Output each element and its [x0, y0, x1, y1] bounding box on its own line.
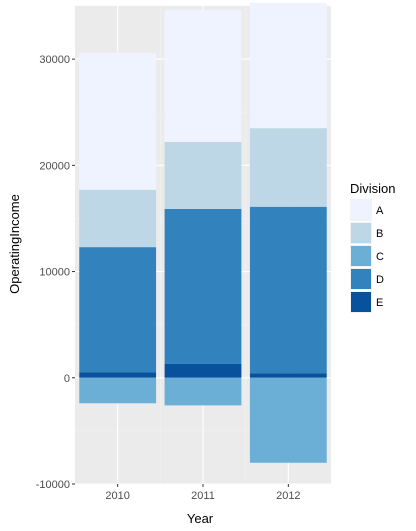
x-axis: 2010 2011 2012	[105, 484, 301, 502]
bar-segment	[79, 377, 157, 404]
y-tick-label: 20000	[39, 160, 70, 172]
legend-key	[351, 200, 371, 220]
y-tick-label: -10000	[36, 479, 70, 491]
legend-label: B	[376, 228, 383, 240]
bar-segment	[164, 208, 242, 364]
bar-segment	[249, 373, 327, 378]
y-tick-label: 30000	[39, 54, 70, 66]
bar-segment	[79, 189, 157, 248]
bar-segment	[79, 372, 157, 378]
bar-segment	[164, 363, 242, 378]
bar-segment	[249, 128, 327, 207]
x-tick-label: 2011	[191, 490, 215, 502]
legend-key	[351, 292, 371, 312]
x-axis-title: Year	[187, 511, 214, 526]
legend-key	[351, 223, 371, 243]
legend-label: D	[376, 274, 384, 286]
bar-segment	[249, 206, 327, 374]
legend-key	[351, 269, 371, 289]
y-tick-label: 0	[64, 373, 70, 385]
legend-label: E	[376, 297, 383, 309]
bar-segment	[249, 377, 327, 463]
x-tick-label: 2012	[276, 490, 300, 502]
y-axis-title: OperatingIncome	[7, 194, 22, 294]
y-tick-label: 10000	[39, 267, 70, 279]
legend-label: C	[376, 251, 384, 263]
x-tick-label: 2010	[105, 490, 129, 502]
bars	[79, 2, 327, 463]
bar-segment	[164, 377, 242, 406]
bar-segment	[249, 2, 327, 129]
legend-title: Division	[350, 181, 396, 196]
y-axis: -10000 0 10000 20000 30000	[36, 54, 75, 491]
bar-segment	[164, 10, 242, 142]
bar-segment	[79, 52, 157, 190]
legend-key	[351, 246, 371, 266]
bar-segment	[79, 247, 157, 373]
legend-label: A	[376, 205, 384, 217]
bar-segment	[164, 141, 242, 209]
